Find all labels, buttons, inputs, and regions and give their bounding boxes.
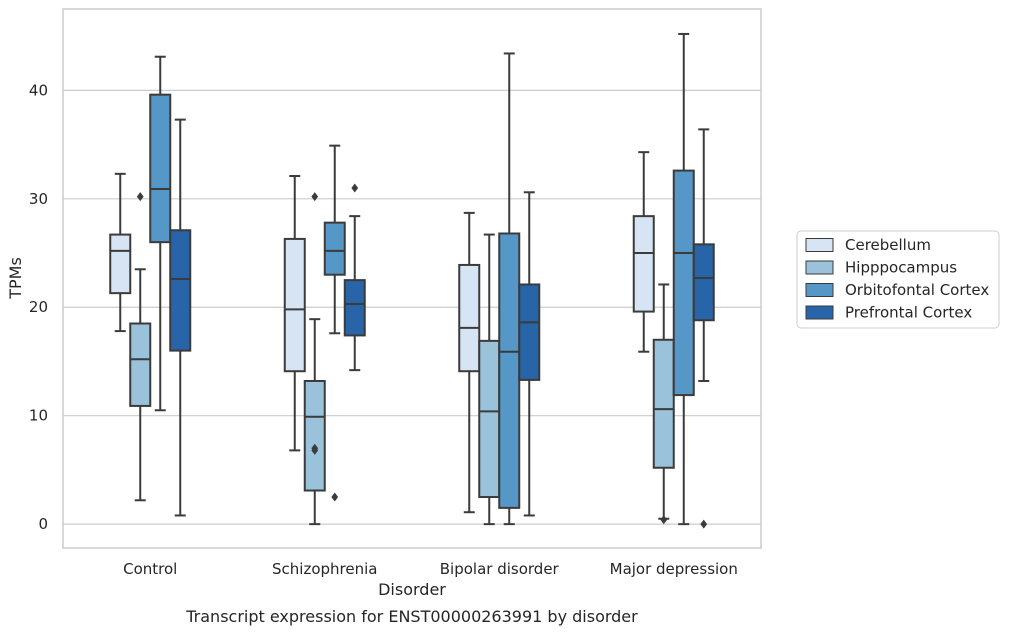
outlier-0 [700,519,708,529]
legend-items: Cerebellum Hipppocampus Orbitofontal Corte… [805,236,989,322]
x-axis-ticks: Control Schizophrenia Bipolar disorder Majo… [123,560,738,578]
legend: Cerebellum Hipppocampus Orbitofontal Corte… [796,230,1000,329]
box-iqr [478,339,501,499]
box-3-2 [518,191,541,517]
box-iqr [652,338,675,469]
legend-label-0: Cerebellum [845,236,931,254]
box-iqr [323,221,346,276]
box-3-3 [692,128,715,529]
box-iqr [632,215,655,313]
outlier-0 [136,192,144,202]
box-iqr [692,243,715,322]
box-0-0 [109,172,132,333]
legend-swatch-3 [805,305,834,320]
y-tick-label-10: 10 [29,407,48,425]
boxes [109,32,715,529]
y-tick-label-40: 40 [29,81,48,99]
legend-label-2: Orbitofontal Cortex [845,281,989,299]
chart-caption: Transcript expression for ENST0000026399… [185,607,638,626]
box-2-1 [323,144,346,502]
box-iqr [129,322,152,407]
box-3-0 [169,118,192,517]
x-tick-label-3: Major depression [610,560,738,578]
legend-frame [796,230,1000,329]
outlier-2 [311,443,319,453]
box-iqr [498,232,521,509]
box-1-3 [652,283,675,525]
y-axis-ticks: 0 10 20 30 40 [29,81,48,533]
y-tick-label-20: 20 [29,298,48,316]
box-iqr [303,379,326,492]
outlier-0 [311,192,319,202]
box-iqr [343,279,366,337]
x-tick-label-2: Bipolar disorder [440,560,560,578]
box-iqr [149,93,172,244]
box-3-1 [343,183,366,372]
legend-swatch-0 [805,238,834,252]
box-2-0 [149,55,172,412]
y-axis-label: TPMs [6,257,25,300]
x-tick-label-0: Control [123,560,177,578]
box-0-1 [283,175,306,452]
box-2-3 [672,32,695,526]
outlier-0 [660,515,668,525]
legend-swatch-2 [805,283,834,297]
y-tick-label-0: 0 [38,515,48,533]
box-iqr [518,283,541,381]
legend-swatch-1 [805,260,834,275]
outlier-0 [351,183,359,193]
outlier-0 [331,492,339,502]
box-1-0 [129,192,152,502]
box-1-1 [303,192,326,526]
x-tick-label-1: Schizophrenia [272,560,377,578]
box-iqr [672,169,695,397]
box-1-2 [478,233,501,526]
box-2-2 [498,52,521,526]
legend-label-1: Hipppocampus [845,259,957,277]
box-iqr [169,229,192,352]
box-iqr [283,237,306,373]
x-axis-label: Disorder [378,580,446,599]
box-0-2 [458,211,481,514]
box-iqr [458,263,481,373]
box-iqr [109,233,132,295]
legend-label-3: Prefrontal Cortex [845,304,972,322]
plot-frame [62,8,762,549]
y-tick-label-30: 30 [29,190,48,208]
box-0-3 [632,151,655,353]
